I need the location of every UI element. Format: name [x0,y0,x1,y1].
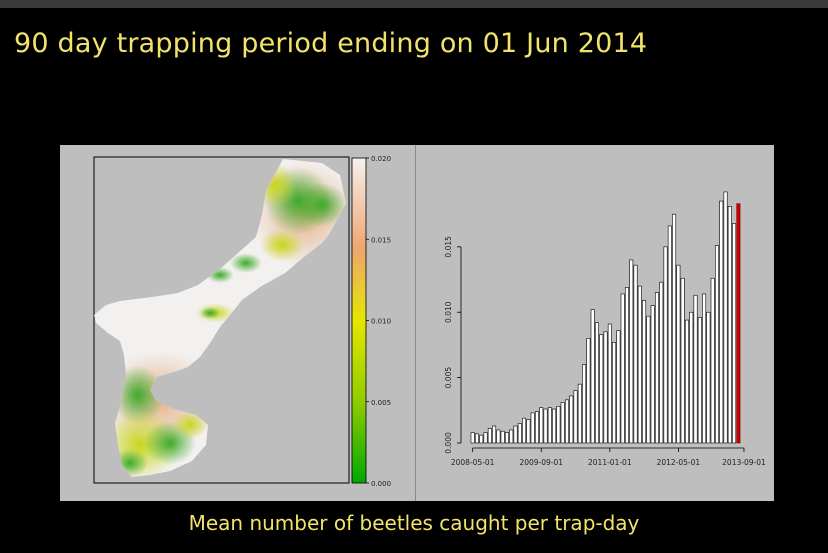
bar [603,331,608,444]
bar [530,412,535,444]
panel-divider [415,145,416,501]
x-tick-label: 2011-01-01 [588,458,632,467]
bar [547,407,552,444]
bar [560,402,565,444]
bar [539,407,544,444]
bar [624,287,629,444]
bar [586,338,591,444]
colorbar-tick-label: 0.015 [371,236,391,244]
bar [693,294,698,444]
bar [616,330,621,444]
bar [599,334,604,444]
figure-panel: 0.000 0.005 0.010 0.015 0.020 0.000 0.005 0.01… [60,145,774,501]
bar [504,432,509,444]
bar [667,225,672,444]
bar [646,315,651,444]
bar [509,429,514,444]
bar [483,432,488,444]
bar [732,223,737,444]
bar [582,364,587,444]
slide-caption: Mean number of beetles caught per trap-d… [188,511,640,535]
bar [650,305,655,444]
bar [564,399,569,444]
heatmap-map: 0.000 0.005 0.010 0.015 0.020 [93,155,391,488]
bar [552,408,557,444]
bar [659,281,664,444]
bar [642,300,647,444]
bar [633,264,638,444]
bar [543,408,548,444]
bar [470,432,475,444]
bar [689,311,694,444]
bar [663,246,668,444]
colorbar-tick-label: 0.010 [371,318,391,326]
bar [590,309,595,444]
colorbar-tick-label: 0.020 [371,155,391,163]
bar [513,425,518,444]
bar [479,434,484,444]
window-top-bar [0,0,828,8]
bar-chart-bars [470,191,741,444]
bar [594,322,599,444]
bar [723,191,728,444]
x-tick-label: 2009-09-01 [519,458,563,467]
bar [654,292,659,444]
x-tick-label: 2013-09-01 [722,458,766,467]
bar [517,423,522,444]
bar-chart: 0.000 0.005 0.010 0.015 2008-05-01 2009-09-01… [444,191,766,467]
colorbar-ticks: 0.000 0.005 0.010 0.015 0.020 [366,155,391,488]
slide-title: 90 day trapping period ending on 01 Jun … [14,28,648,59]
bar [534,411,539,444]
y-tick-label: 0.000 [444,432,453,454]
bar [500,430,505,444]
y-tick-label: 0.015 [444,236,453,258]
bar [556,406,561,444]
x-tick-label: 2008-05-01 [451,458,495,467]
bar-current-period [736,203,741,444]
bar [487,428,492,444]
bar [522,417,527,444]
colorbar [351,157,367,484]
bar [637,285,642,444]
bar [629,259,634,444]
bar [697,317,702,444]
bar [684,319,689,444]
bar-chart-axes: 0.000 0.005 0.010 0.015 2008-05-01 2009-09-01… [444,236,766,467]
colorbar-tick-label: 0.000 [371,480,391,488]
bar [714,245,719,444]
bar [577,383,582,444]
bar [727,206,732,444]
x-tick-label: 2012-05-01 [657,458,701,467]
bar [474,433,479,444]
bar [496,429,501,444]
bar [607,323,612,444]
bar [620,293,625,444]
bar [573,390,578,444]
bar [676,264,681,444]
bar [702,293,707,444]
bar [719,200,724,444]
bar [569,395,574,444]
bar [612,342,617,444]
bar [710,277,715,444]
bar [672,213,677,444]
bar [680,277,685,444]
bar [492,425,497,444]
bar [526,419,531,444]
bar [706,311,711,444]
colorbar-tick-label: 0.005 [371,399,391,407]
y-tick-label: 0.005 [444,367,453,389]
y-tick-label: 0.010 [444,301,453,323]
